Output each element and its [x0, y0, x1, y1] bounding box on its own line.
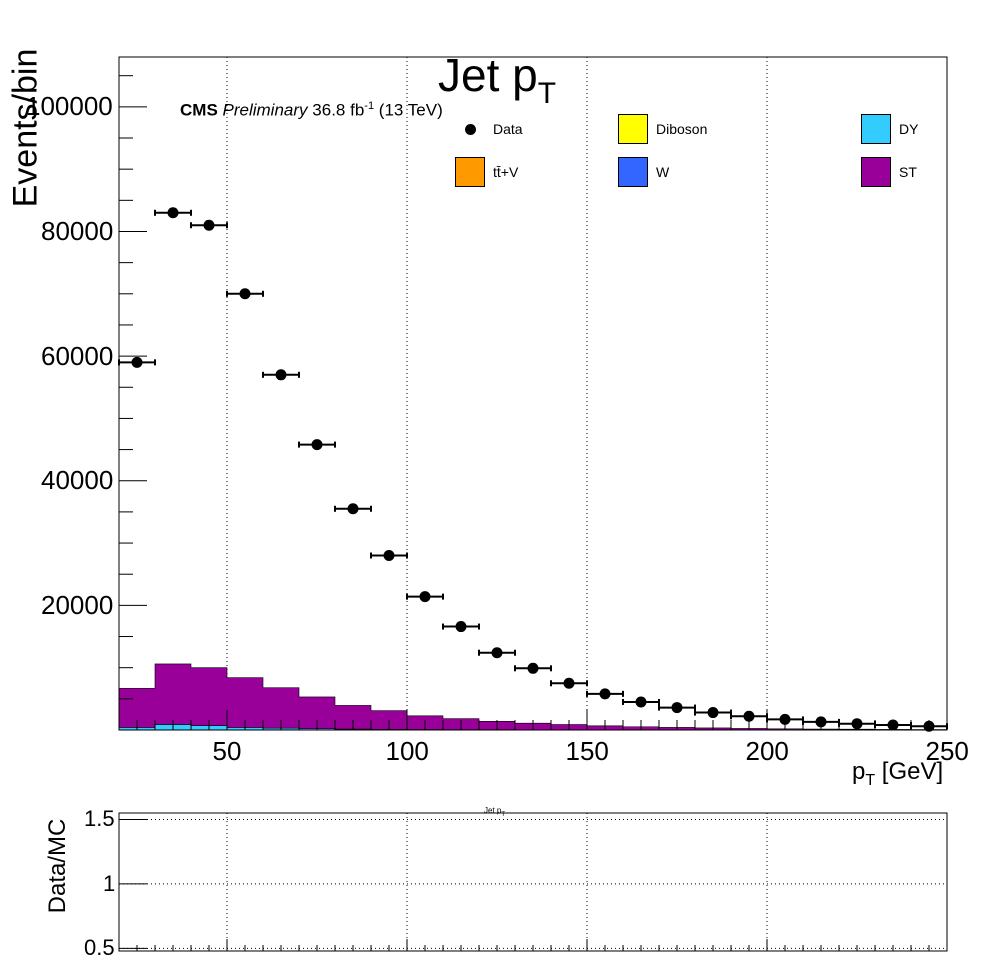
- legend-label-data: Data: [493, 121, 523, 137]
- data-point: [419, 591, 431, 603]
- legend-swatch-diboson: [618, 114, 648, 144]
- legend-item-ttv: tt̄+V: [455, 157, 518, 187]
- ratio-y-tick-label: 1: [103, 870, 116, 896]
- data-point: [671, 702, 683, 714]
- data-point: [347, 503, 359, 515]
- x-tick-label: 100: [385, 736, 429, 766]
- lumi-label: 36.8 fb: [312, 100, 365, 120]
- legend-label-diboson: Diboson: [656, 121, 708, 137]
- ratio-plot-border: [118, 812, 948, 952]
- data-point: [599, 688, 611, 700]
- x-tick-label: 50: [212, 736, 242, 766]
- x-tick-label: 150: [565, 736, 609, 766]
- y-axis-label: Events/bin: [6, 48, 45, 208]
- y-tick-label: 100000: [26, 91, 113, 122]
- ratio-title: Jet pT: [484, 806, 506, 818]
- legend-swatch-dy: [861, 114, 891, 144]
- legend-swatch-ttv: [455, 157, 485, 187]
- ratio-y-tick-label: 0.5: [84, 935, 115, 961]
- data-point: [779, 713, 791, 725]
- y-tick-label: 60000: [41, 340, 114, 371]
- legend-label-ttv: tt̄+V: [493, 164, 519, 180]
- data-point: [527, 662, 539, 674]
- legend-item-diboson: Diboson: [618, 114, 707, 144]
- legend-item-w: W: [618, 157, 669, 187]
- data-point: [455, 621, 467, 633]
- legend-swatch-w: [618, 157, 648, 187]
- x-tick-label: 200: [745, 736, 789, 766]
- data-point: [635, 696, 647, 708]
- legend-label-dy: DY: [899, 121, 919, 137]
- main-plot-border: [118, 56, 948, 731]
- data-point: [275, 369, 287, 381]
- y-tick-label: 80000: [41, 215, 114, 246]
- data-point: [707, 707, 719, 719]
- energy-label: (13 TeV): [378, 100, 443, 120]
- cms-label: CMS Preliminary 36.8 fb-1 (13 TeV): [180, 100, 443, 121]
- ratio-y-axis-label: Data/MC: [44, 818, 71, 914]
- y-tick-label: 40000: [41, 465, 114, 496]
- legend-item-dy: DY: [861, 114, 918, 144]
- plot-title: Jet pT: [438, 49, 557, 110]
- cms-label-italic: Preliminary: [222, 100, 308, 120]
- x-tick-label: 250: [925, 736, 969, 766]
- legend-swatch-st: [861, 157, 891, 187]
- legend-item-st: ST: [861, 157, 917, 187]
- legend-label-w: W: [656, 164, 670, 180]
- ratio-y-tick-label: 1.5: [84, 806, 115, 832]
- data-point: [563, 677, 575, 689]
- y-tick-label: 20000: [41, 589, 114, 620]
- legend-label-st: ST: [899, 164, 917, 180]
- data-point: [203, 219, 215, 231]
- data-point: [131, 356, 143, 368]
- data-point: [743, 710, 755, 722]
- x-axis-label: pT [GeV]: [852, 758, 944, 789]
- data-point: [491, 647, 503, 659]
- cms-label-bold: CMS: [180, 100, 218, 120]
- lumi-sup: -1: [364, 100, 375, 112]
- data-point: [167, 207, 179, 219]
- legend-item-data: Data: [455, 114, 523, 144]
- legend-marker-data: [455, 114, 485, 144]
- data-point: [311, 439, 323, 451]
- data-point: [239, 288, 251, 300]
- data-point: [383, 550, 395, 562]
